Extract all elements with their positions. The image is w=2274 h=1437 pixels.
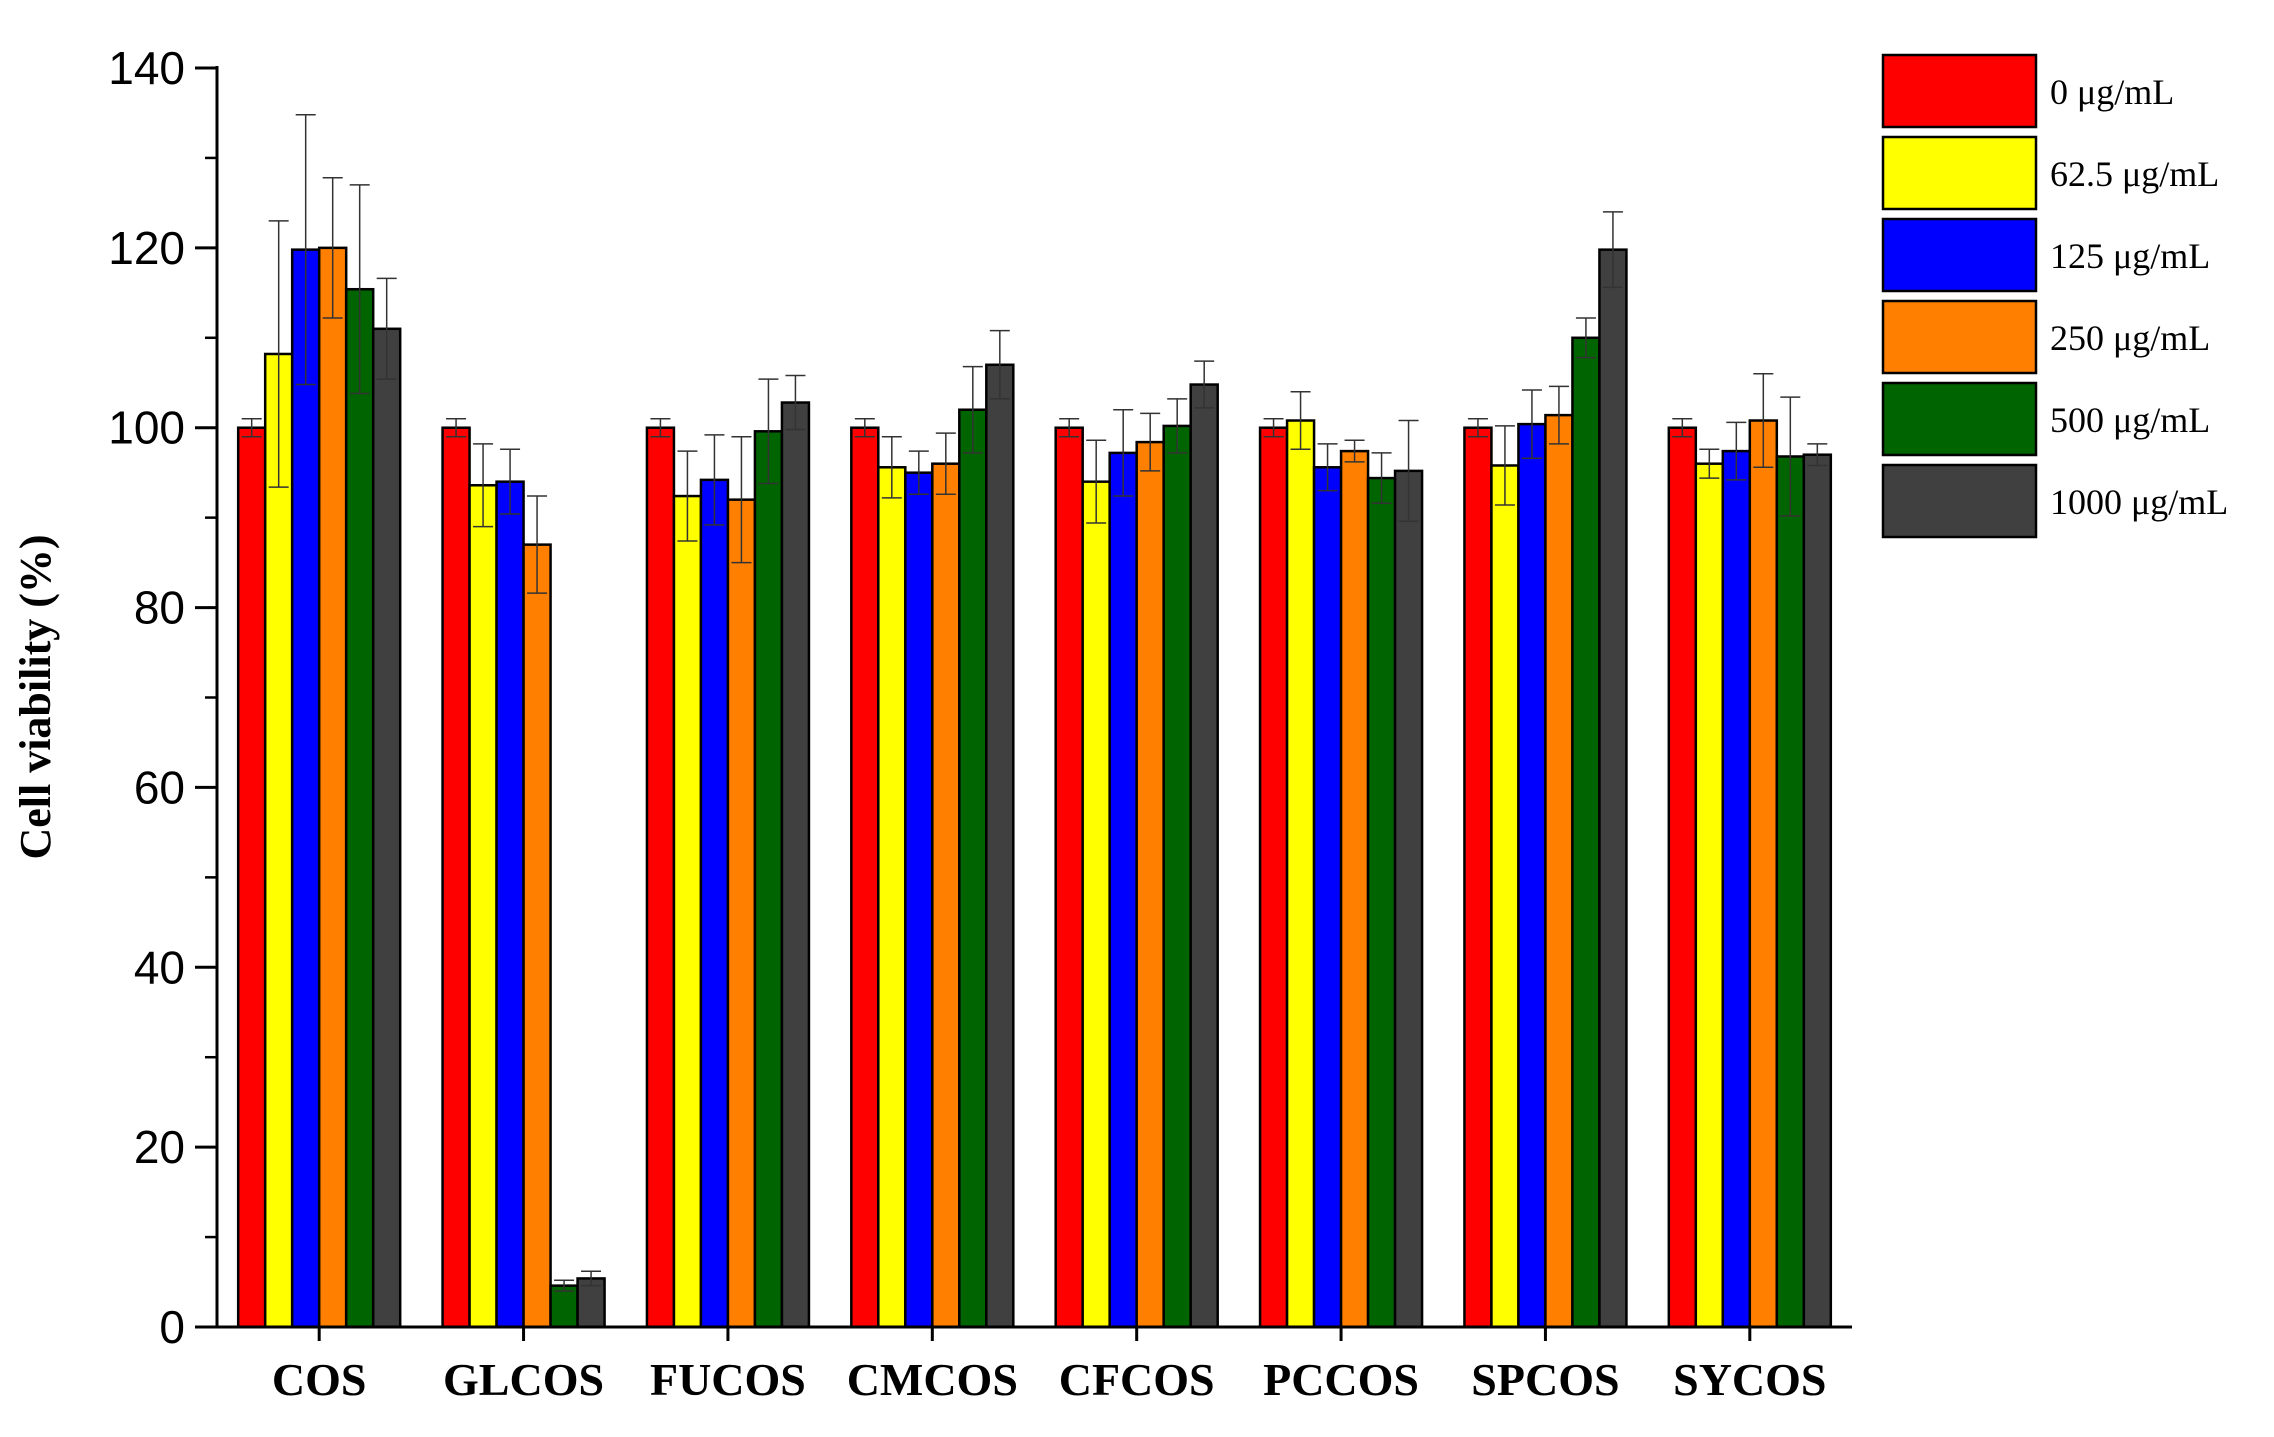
bar-cos-series-0: [236, 426, 267, 1329]
bar-pccos-series-4: [1366, 476, 1397, 1329]
legend-label-1: 62.5 μg/mL: [2050, 154, 2219, 194]
y-tick-label: 120: [108, 222, 185, 274]
x-tick-label: PCCOS: [1263, 1354, 1419, 1405]
bar-cfcos-series-2: [1108, 451, 1138, 1329]
bar-glcos-series-2: [495, 480, 525, 1329]
bar-spcos-series-0: [1463, 426, 1493, 1329]
bar-cmcos-series-5: [985, 363, 1015, 1329]
bar-sycos-series-5: [1802, 453, 1833, 1329]
bar-spcos-series-4: [1571, 336, 1601, 1329]
bar-pccos-series-5: [1393, 469, 1424, 1329]
bar-spcos-series-5: [1598, 248, 1628, 1329]
bar-cfcos-series-0: [1054, 426, 1084, 1329]
y-tick-label: 60: [134, 761, 185, 813]
legend-label-5: 1000 μg/mL: [2050, 482, 2228, 522]
legend-swatch-2: [1881, 217, 2038, 293]
legend-label-0: 0 μg/mL: [2050, 72, 2174, 112]
bar-fucos-series-0: [645, 426, 676, 1329]
legend-label-2: 125 μg/mL: [2050, 236, 2210, 276]
bar-glcos-series-4: [549, 1284, 579, 1329]
legend-swatch-1: [1881, 135, 2038, 211]
bars-layer: [236, 246, 1833, 1329]
bar-glcos-series-0: [441, 426, 471, 1329]
x-tick-label: CMCOS: [847, 1354, 1018, 1405]
legend-label-4: 500 μg/mL: [2050, 400, 2210, 440]
bar-pccos-series-1: [1285, 419, 1316, 1329]
bar-pccos-series-3: [1339, 449, 1370, 1329]
bar-cfcos-series-5: [1189, 383, 1219, 1329]
bar-cos-series-4: [344, 287, 375, 1329]
bar-sycos-series-1: [1694, 462, 1725, 1329]
bar-cmcos-series-1: [877, 466, 907, 1329]
bar-glcos-series-1: [468, 484, 498, 1329]
y-tick-label: 0: [159, 1301, 185, 1353]
x-tick-label: CFCOS: [1059, 1354, 1215, 1405]
bar-cmcos-series-4: [958, 408, 988, 1329]
bar-fucos-series-5: [780, 401, 811, 1329]
bar-cmcos-series-0: [850, 426, 880, 1329]
x-tick-label: COS: [272, 1354, 367, 1405]
legend-swatch-4: [1881, 381, 2038, 457]
bar-fucos-series-2: [699, 478, 730, 1329]
bar-fucos-series-1: [672, 494, 703, 1329]
y-tick-label: 80: [134, 582, 185, 634]
bar-cos-series-2: [290, 248, 321, 1329]
x-tick-label: SPCOS: [1471, 1354, 1619, 1405]
bar-spcos-series-3: [1544, 413, 1574, 1329]
bar-cos-series-3: [317, 246, 348, 1329]
bar-cos-series-1: [263, 352, 294, 1329]
legend-swatch-5: [1881, 463, 2038, 539]
bar-cos-series-5: [371, 327, 402, 1329]
bar-cfcos-series-1: [1081, 480, 1111, 1329]
bar-pccos-series-0: [1258, 426, 1289, 1329]
y-axis-title: Cell viability (%): [11, 534, 60, 859]
bar-sycos-series-3: [1748, 419, 1779, 1329]
x-tick-label: SYCOS: [1673, 1354, 1826, 1405]
y-tick-label: 100: [108, 402, 185, 454]
error-bars-layer: [241, 114, 1828, 1292]
bar-fucos-series-3: [726, 498, 757, 1329]
legend-swatch-3: [1881, 299, 2038, 375]
bar-cmcos-series-2: [904, 471, 934, 1329]
bar-pccos-series-2: [1312, 466, 1343, 1329]
bar-fucos-series-4: [753, 430, 784, 1329]
bar-spcos-series-2: [1517, 422, 1547, 1329]
y-tick-label: 20: [134, 1121, 185, 1173]
bar-sycos-series-0: [1667, 426, 1698, 1329]
axes-layer: COS GLCOS FUCOS CMCOS CFCOS PCCOS SPCOS SYCOS 0 2…: [108, 42, 1852, 1405]
x-tick-label: GLCOS: [443, 1354, 604, 1405]
legend-label-3: 250 μg/mL: [2050, 318, 2210, 358]
legend: 0 μg/mL 62.5 μg/mL 125 μg/mL 250 μg/mL 500 μ…: [1881, 53, 2228, 539]
bar-glcos-series-3: [522, 543, 552, 1329]
bar-sycos-series-4: [1775, 455, 1806, 1329]
y-tick-label: 140: [108, 42, 185, 94]
bar-cfcos-series-3: [1135, 440, 1165, 1329]
y-tick-label: 40: [134, 941, 185, 993]
bar-cmcos-series-3: [931, 462, 961, 1329]
bar-spcos-series-1: [1490, 464, 1520, 1329]
bar-sycos-series-2: [1721, 449, 1752, 1329]
legend-swatch-0: [1881, 53, 2038, 129]
x-tick-label: FUCOS: [650, 1354, 806, 1405]
bar-cfcos-series-4: [1162, 424, 1192, 1329]
